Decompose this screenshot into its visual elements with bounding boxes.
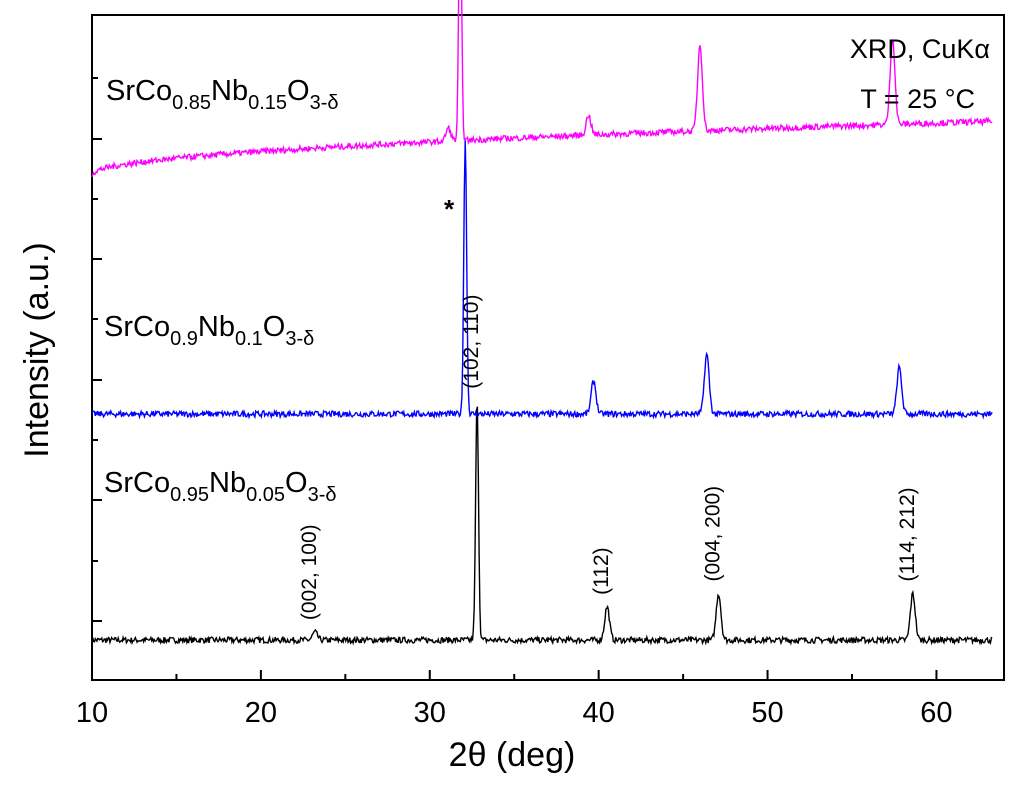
series-line: [91, 140, 993, 420]
y-axis-ticks: [92, 77, 102, 622]
series-line: [91, 0, 993, 178]
series-line: [91, 406, 993, 646]
annotation-temperature: T = 25 °C: [860, 84, 975, 114]
impurity-marker: *: [444, 194, 455, 224]
y-axis-title: Intensity (a.u.): [18, 242, 56, 457]
x-tick-label: 40: [583, 697, 615, 729]
series-label-0.85: SrCo0.85Nb0.15O3-δ: [106, 75, 339, 114]
x-axis-tick-labels: 10 20 30 40 50 60: [76, 697, 953, 729]
x-tick-label: 50: [751, 697, 783, 729]
series-lines: [91, 0, 993, 646]
x-tick-label: 20: [245, 697, 277, 729]
series-label-0.9: SrCo0.9Nb0.1O3-δ: [104, 311, 314, 350]
annotation-xrd: XRD, CuKα: [850, 34, 990, 64]
series-label-0.95: SrCo0.95Nb0.05O3-δ: [104, 467, 337, 506]
plot-frame: [91, 14, 1005, 681]
hkl-label: (114, 212): [896, 487, 919, 581]
x-axis-ticks: [91, 670, 938, 680]
hkl-label: (004, 200): [702, 486, 725, 582]
hkl-label: (102, 110): [460, 295, 483, 389]
x-tick-label: 10: [76, 697, 108, 729]
hkl-label: (002, 100): [298, 524, 321, 620]
hkl-annotations: (002, 100) (102, 110) (112) (004, 200) (114,…: [298, 295, 919, 621]
hkl-label: (112): [590, 547, 613, 594]
x-tick-label: 60: [920, 697, 952, 729]
x-axis-title: 2θ (deg): [449, 736, 576, 774]
x-tick-label: 30: [414, 697, 446, 729]
